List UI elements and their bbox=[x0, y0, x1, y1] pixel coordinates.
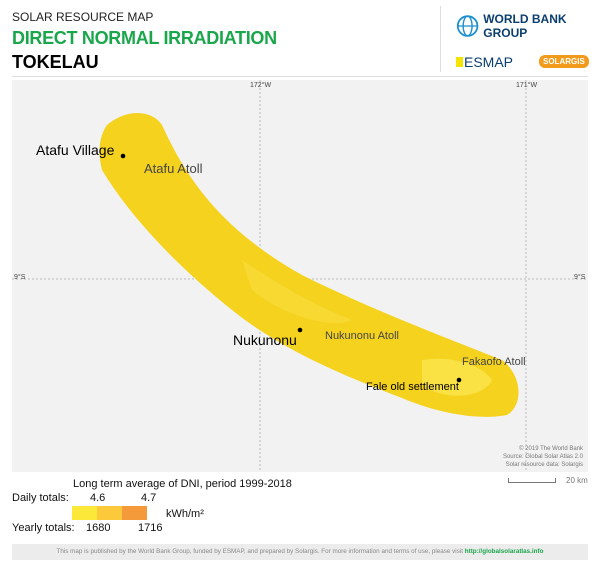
lat-label-left: 9°S bbox=[14, 274, 26, 281]
globe-icon bbox=[456, 15, 479, 37]
map-title: DIRECT NORMAL IRRADIATION bbox=[12, 28, 277, 48]
label-atafu-village: Atafu Village bbox=[36, 142, 115, 158]
label-nukunonu: Nukunonu bbox=[233, 332, 297, 348]
map-credits: © 2019 The World Bank Source: Global Sol… bbox=[503, 445, 583, 469]
yearly-min: 1680 bbox=[86, 522, 111, 534]
daily-label: Daily totals: bbox=[12, 492, 69, 504]
daily-min: 4.6 bbox=[90, 492, 106, 504]
credit-line: Source: Global Solar Atlas 2.0 bbox=[502, 454, 583, 460]
world-bank-logo: WORLD BANK GROUP bbox=[456, 12, 600, 40]
lat-label-right: 9°S bbox=[574, 274, 586, 281]
legend-swatch bbox=[97, 506, 122, 520]
supertitle: SOLAR RESOURCE MAP bbox=[12, 10, 154, 24]
country-name: TOKELAU bbox=[12, 52, 99, 72]
label-fale: Fale old settlement bbox=[366, 381, 459, 393]
divider bbox=[440, 6, 441, 72]
esmap-text: ESMAP bbox=[464, 54, 514, 70]
credit-line: Solar resource data: Solargis bbox=[505, 462, 583, 468]
legend-swatch bbox=[72, 506, 97, 520]
world-bank-text: WORLD BANK GROUP bbox=[483, 12, 567, 40]
esmap-logo: ESMAP bbox=[456, 54, 513, 70]
lon-label-172w: 172°W bbox=[250, 82, 272, 89]
legend-color-bar bbox=[72, 506, 147, 520]
daily-max: 4.7 bbox=[141, 492, 157, 504]
solargis-logo: SOLARGIS bbox=[539, 55, 589, 68]
label-atafu-atoll: Atafu Atoll bbox=[144, 161, 203, 176]
legend-swatch bbox=[122, 506, 147, 520]
credit-line: © 2019 The World Bank bbox=[519, 446, 583, 452]
map-area[interactable]: 172°W 171°W 9°S 9°S Atafu Village Atafu … bbox=[12, 80, 588, 472]
scale-bar bbox=[508, 478, 556, 483]
yearly-label: Yearly totals: bbox=[12, 522, 75, 534]
atafu-village-marker bbox=[120, 153, 126, 159]
nukunonu-marker bbox=[297, 327, 303, 333]
label-fakaofo-atoll: Fakaofo Atoll bbox=[462, 356, 526, 368]
fale-marker bbox=[456, 377, 462, 383]
footer-text: This map is published by the World Bank … bbox=[56, 548, 465, 555]
legend-title: Long term average of DNI, period 1999-20… bbox=[73, 478, 292, 490]
footer: This map is published by the World Bank … bbox=[12, 544, 588, 560]
yearly-max: 1716 bbox=[138, 522, 163, 534]
scale-label: 20 km bbox=[566, 476, 588, 485]
map-canvas bbox=[12, 80, 588, 472]
header-divider bbox=[12, 76, 588, 77]
land-band bbox=[99, 112, 519, 417]
footer-link[interactable]: http://globalsolaratlas.info bbox=[464, 548, 544, 555]
label-nukunonu-atoll: Nukunonu Atoll bbox=[325, 330, 399, 342]
lon-label-171w: 171°W bbox=[516, 82, 538, 89]
legend-unit: kWh/m² bbox=[166, 508, 204, 520]
